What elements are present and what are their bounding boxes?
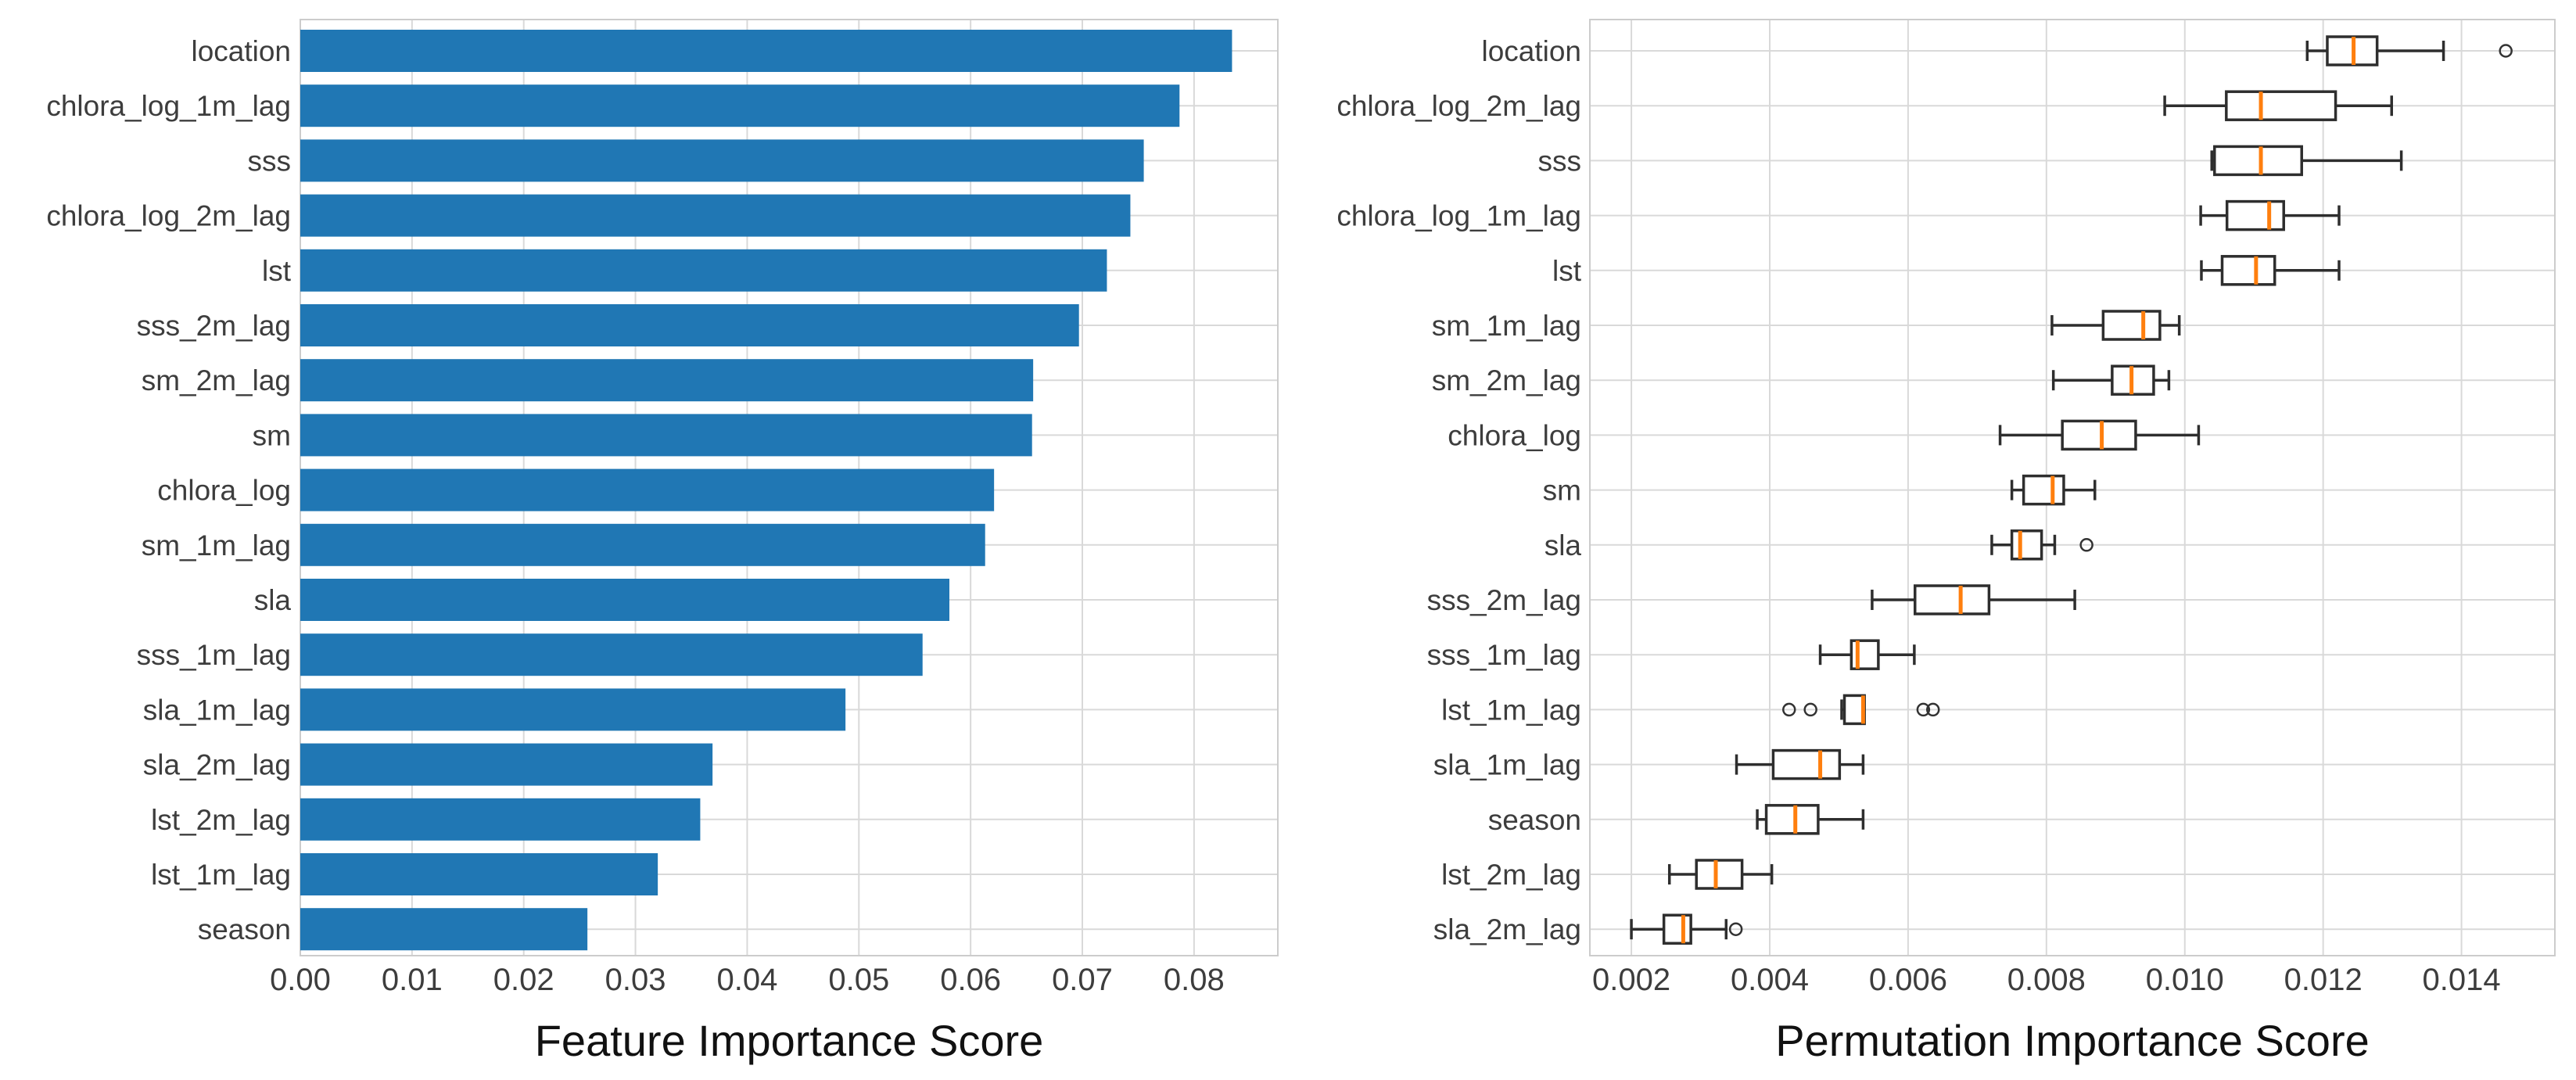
- category-label: sla_2m_lag: [1433, 913, 1581, 945]
- bar-sm_1m_lag: [300, 523, 985, 566]
- plot-border: [1589, 19, 2556, 956]
- category-label: sm_1m_lag: [142, 529, 291, 562]
- category-label: lst_2m_lag: [151, 804, 291, 836]
- boxplot-lst_2m_lag-box: [1695, 859, 1744, 890]
- x-tick-label: 0.006: [1869, 963, 1947, 997]
- bar-sss_2m_lag: [300, 304, 1079, 346]
- x-tick-label: 0.05: [828, 963, 889, 997]
- category-label: lst_1m_lag: [1441, 694, 1581, 726]
- boxplot-sla-box: [2010, 529, 2043, 561]
- x-tick-label: 0.08: [1164, 963, 1225, 997]
- category-label: sss_2m_lag: [1427, 584, 1581, 616]
- bar-sla_2m_lag: [300, 743, 713, 786]
- boxplot-lst_1m_lag-outlier: [1782, 702, 1796, 717]
- x-tick-label: 0.07: [1052, 963, 1113, 997]
- boxplot-lst-box: [2220, 255, 2276, 286]
- category-label: lst_1m_lag: [151, 859, 291, 891]
- boxplot-sss_1m_lag-box: [1849, 639, 1880, 670]
- boxplot-lst_1m_lag-outlier: [1916, 702, 1931, 717]
- boxplot-location-outlier: [2499, 44, 2513, 58]
- category-label: sm: [253, 419, 291, 451]
- category-label: chlora_log_2m_lag: [1336, 90, 1581, 122]
- boxplot-sss_2m_lag-box: [1914, 584, 1991, 615]
- bar-chlora_log: [300, 468, 995, 511]
- x-tick-label: 0.04: [716, 963, 777, 997]
- category-label: season: [198, 913, 291, 945]
- category-label: chlora_log: [157, 475, 291, 507]
- boxplot-season-box: [1764, 804, 1820, 835]
- category-label: sss_1m_lag: [1427, 639, 1581, 671]
- category-label: sss: [1538, 145, 1582, 177]
- boxplot-sss-box: [2213, 145, 2303, 177]
- boxplot-sm-box: [2022, 474, 2065, 506]
- bar-sss: [300, 139, 1144, 182]
- category-label: chlora_log_2m_lag: [46, 200, 291, 232]
- category-label: sss_1m_lag: [137, 639, 291, 671]
- category-label: lst_2m_lag: [1441, 859, 1581, 891]
- x-tick-label: 0.008: [2007, 963, 2086, 997]
- bar-chlora_log_2m_lag: [300, 194, 1131, 237]
- bar-location: [300, 30, 1232, 72]
- boxplot-sla_1m_lag-box: [1771, 748, 1842, 780]
- x-tick-label: 0.02: [493, 963, 554, 997]
- x-tick-label: 0.01: [382, 963, 443, 997]
- bar-sm: [300, 414, 1032, 457]
- boxplot-lst_1m_lag-outlier: [1926, 702, 1940, 717]
- category-label: chlora_log_1m_lag: [46, 90, 291, 122]
- boxplot-chlora_log-box: [2061, 419, 2137, 451]
- boxplot-sla-outlier: [2079, 538, 2093, 552]
- bar-sm_2m_lag: [300, 359, 1034, 402]
- bar-lst_2m_lag: [300, 798, 701, 841]
- category-label: sm_1m_lag: [1432, 310, 1581, 342]
- bar-lst_1m_lag: [300, 853, 658, 895]
- bar-season: [300, 908, 588, 951]
- category-label: location: [1481, 35, 1581, 67]
- boxplot-chlora_log_1m_lag-box: [2225, 199, 2285, 231]
- category-label: sla: [1545, 529, 1582, 562]
- x-tick-label: 0.03: [605, 963, 666, 997]
- category-label: chlora_log: [1448, 419, 1581, 451]
- x-tick-label: 0.06: [940, 963, 1001, 997]
- category-label: lst: [262, 255, 292, 287]
- x-tick-label: 0.004: [1731, 963, 1809, 997]
- category-label: sla_1m_lag: [1433, 749, 1581, 781]
- boxplot-lst_1m_lag-outlier: [1803, 702, 1817, 717]
- bar-sla: [300, 579, 949, 621]
- x-axis-title-permutation-importance: Permutation Importance Score: [1775, 1016, 2370, 1065]
- category-label: lst: [1552, 255, 1582, 287]
- bar-lst: [300, 249, 1107, 292]
- x-axis-title-feature-importance: Feature Importance Score: [534, 1016, 1044, 1065]
- boxplot-chlora_log_2m_lag-box: [2225, 90, 2337, 121]
- bar-sla_1m_lag: [300, 688, 846, 731]
- category-label: sla_2m_lag: [143, 749, 291, 781]
- x-tick-label: 0.00: [270, 963, 331, 997]
- bar-chlora_log_1m_lag: [300, 84, 1180, 127]
- category-label: season: [1488, 804, 1581, 836]
- category-label: sla: [254, 584, 292, 616]
- boxplot-sla_2m_lag-box: [1662, 913, 1692, 945]
- bar-sss_1m_lag: [300, 633, 923, 676]
- category-label: sla_1m_lag: [143, 694, 291, 726]
- x-tick-label: 0.012: [2284, 963, 2363, 997]
- category-label: sm_2m_lag: [1432, 364, 1581, 396]
- x-tick-label: 0.014: [2423, 963, 2501, 997]
- category-label: sss: [248, 145, 292, 177]
- category-label: sss_2m_lag: [137, 310, 291, 342]
- boxplot-sla_2m_lag-outlier: [1728, 922, 1743, 936]
- category-label: chlora_log_1m_lag: [1336, 200, 1581, 232]
- category-label: sm: [1543, 475, 1581, 507]
- x-tick-label: 0.002: [1592, 963, 1670, 997]
- category-label: sm_2m_lag: [142, 364, 291, 396]
- category-label: location: [191, 35, 291, 67]
- x-tick-label: 0.010: [2146, 963, 2224, 997]
- boxplot-lst_1m_lag-box: [1842, 694, 1866, 726]
- boxplot-sm_1m_lag-box: [2101, 310, 2162, 341]
